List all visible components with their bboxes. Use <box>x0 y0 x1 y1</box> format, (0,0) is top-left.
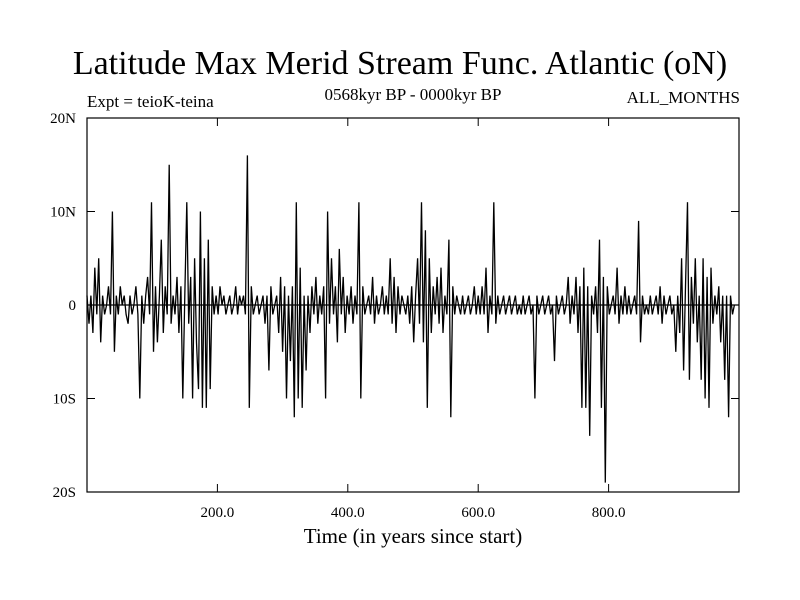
time-range-label: 0568kyr BP - 0000kyr BP <box>324 85 502 104</box>
y-axis-ticks: 20N 10N 0 10S 20S <box>50 111 739 501</box>
x-axis-ticks: 200.0 400.0 600.0 800.0 <box>201 118 626 521</box>
x-tick-label: 200.0 <box>201 505 235 521</box>
y-tick-label: 20S <box>53 485 76 501</box>
months-label: ALL_MONTHS <box>626 88 740 107</box>
y-tick-label: 10N <box>50 205 76 221</box>
x-tick-label: 600.0 <box>461 505 495 521</box>
y-tick-label: 10S <box>53 392 76 408</box>
chart-title: Latitude Max Merid Stream Func. Atlantic… <box>72 45 728 82</box>
y-tick-label: 0 <box>69 298 77 314</box>
series-line <box>86 155 736 483</box>
x-tick-label: 800.0 <box>592 505 626 521</box>
x-tick-label: 400.0 <box>331 505 365 521</box>
y-tick-label: 20N <box>50 111 76 127</box>
x-axis-label: Time (in years since start) <box>303 524 523 548</box>
experiment-label: Expt = teioK-teina <box>87 92 214 111</box>
